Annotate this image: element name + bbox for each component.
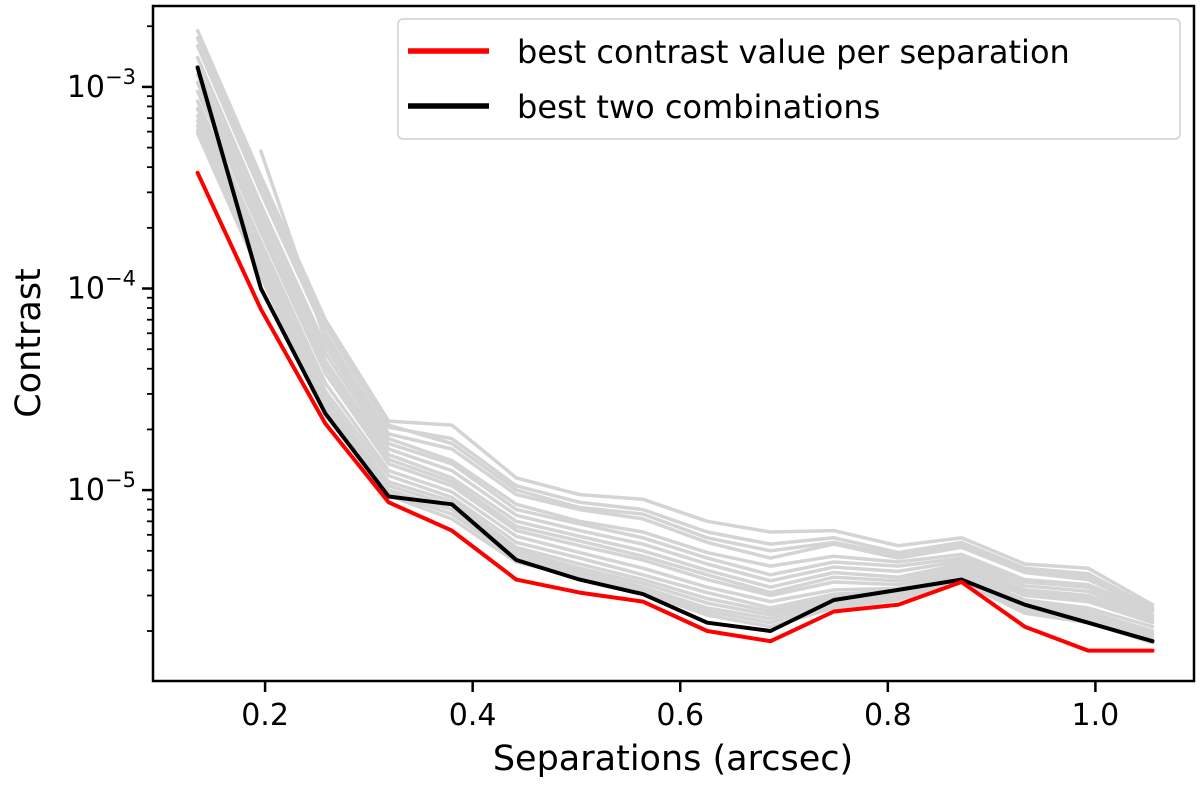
series-line: [195, 170, 1155, 653]
background-series-line: [195, 72, 1155, 621]
background-series-line: [195, 99, 1155, 629]
background-series-line: [323, 321, 1155, 612]
background-series-line: [259, 149, 1155, 614]
background-series-line: [195, 106, 1155, 633]
x-tick-label: 0.2: [241, 698, 289, 733]
x-tick-label: 1.0: [1072, 698, 1120, 733]
background-series-line: [195, 28, 1155, 607]
plot-border: [151, 4, 1196, 683]
background-series-line: [195, 89, 1155, 625]
x-tick-label: 0.6: [656, 698, 704, 733]
axes-layer: 0.2 0.4 0.6 0.8 1.0 10−3 10−4 10−5: [67, 25, 1120, 733]
y-tick-label: 10−3: [67, 65, 136, 105]
y-axis-label: Contrast: [9, 268, 49, 418]
legend-label-best-two: best two combinations: [517, 88, 880, 126]
x-tick-label: 0.8: [864, 698, 912, 733]
series-layer: [195, 28, 1155, 653]
background-series-line: [195, 80, 1155, 623]
x-tick-label: 0.4: [449, 698, 497, 733]
x-axis-label: Separations (arcsec): [493, 739, 853, 779]
y-tick-label: 10−4: [67, 267, 136, 307]
legend-label-best-contrast: best contrast value per separation: [517, 33, 1070, 71]
background-series-line: [195, 65, 1155, 619]
background-series-line: [195, 55, 1155, 617]
legend: best contrast value per separation best …: [397, 18, 1181, 140]
legend-box: [397, 18, 1181, 140]
background-series-line: [195, 44, 1155, 612]
series-line: [195, 65, 1155, 644]
y-tick-label: 10−5: [67, 468, 136, 508]
